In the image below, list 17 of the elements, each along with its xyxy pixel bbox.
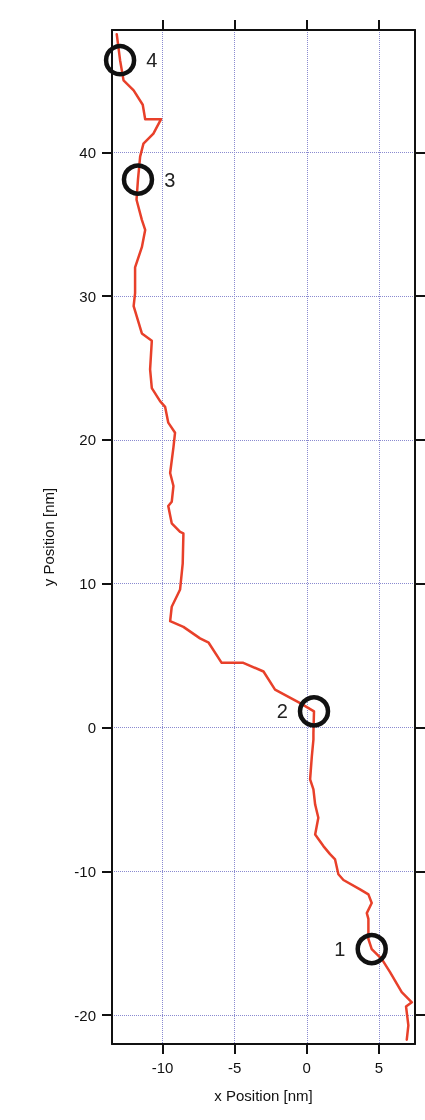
y-tick-label: -10: [74, 862, 96, 880]
x-tick-label: -5: [227, 1059, 242, 1076]
x-tick-label: 0: [302, 1059, 311, 1076]
x-tick-label: 5: [374, 1059, 384, 1076]
annotation: 1: [334, 938, 346, 961]
y-axis-title: y Position [nm]: [40, 487, 57, 587]
y-tick-label: 30: [79, 287, 96, 305]
y-tick-label: 40: [79, 143, 96, 161]
x-axis-title: x Position [nm]: [214, 1087, 313, 1104]
annotation: 4: [146, 49, 158, 72]
y-tick-label: 20: [79, 431, 96, 449]
y-tick-label: 10: [79, 575, 96, 593]
annotation: 2: [276, 700, 288, 723]
x-tick-label: -10: [151, 1059, 174, 1076]
y-tick-label: 0: [87, 719, 96, 737]
y-tick-label: -20: [74, 1006, 96, 1024]
annotation: 3: [164, 168, 176, 191]
